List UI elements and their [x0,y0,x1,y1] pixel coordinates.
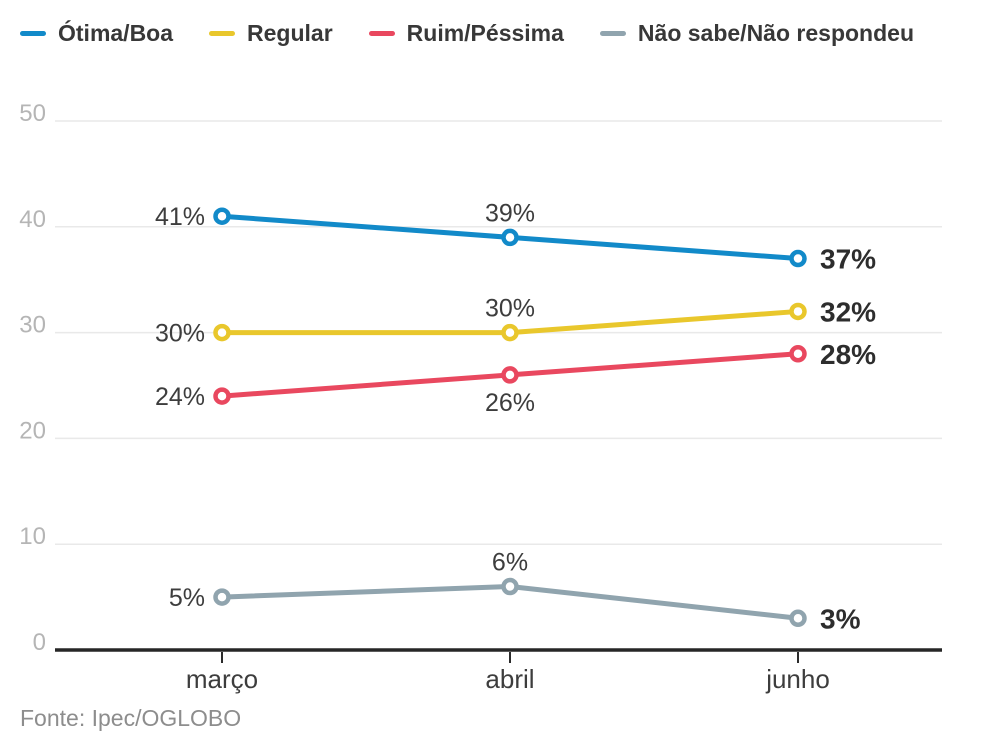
y-axis-tick-label-10: 10 [19,523,46,550]
x-axis-label-março: março [186,664,258,694]
data-label-s2-2: 28% [820,339,876,370]
x-axis-label-junho: junho [765,664,830,694]
legend-label-otima-boa: Ótima/Boa [58,20,174,46]
y-axis-tick-label-20: 20 [19,417,46,444]
data-label-s3-1: 6% [492,549,528,577]
data-point-s1-1 [501,323,519,342]
x-axis-label-abril: abril [485,664,534,694]
data-point-s1-2 [789,302,807,321]
legend-swatch-regular-icon [209,31,236,36]
y-axis-tick-label-0: 0 [33,629,46,656]
legend-swatch-ruim-pessima-icon [368,31,395,36]
data-point-s2-1 [501,366,519,384]
y-axis-tick-label-40: 40 [19,206,46,233]
legend: Ótima/Boa Regular Ruim/Péssima Não sabe/… [20,20,914,47]
data-label-s1-0: 30% [155,320,205,348]
data-point-s2-0 [213,387,231,405]
data-point-s2-2 [789,345,807,363]
data-point-s1-0 [213,323,231,342]
data-label-s3-2: 3% [820,603,861,634]
legend-item-nao-sabe: Não sabe/Não respondeu [599,20,914,47]
data-label-s2-0: 24% [155,383,205,411]
legend-swatch-otima-boa-icon [20,31,46,36]
data-point-s3-1 [501,577,519,596]
y-axis-tick-label-30: 30 [19,312,46,339]
legend-label-nao-sabe: Não sabe/Não respondeu [637,20,914,46]
source-text: Fonte: Ipec/OGLOBO [20,705,242,731]
data-point-s3-0 [213,588,231,606]
legend-swatch-nao-sabe-icon [599,31,626,36]
data-label-s0-2: 37% [820,244,876,275]
data-point-s0-2 [789,249,807,268]
legend-label-regular: Regular [247,20,333,46]
legend-item-ruim-pessima: Ruim/Péssima [368,20,564,47]
data-label-s2-1: 26% [485,389,535,417]
data-point-s0-1 [501,228,519,247]
legend-item-otima-boa: Ótima/Boa [20,20,173,47]
data-label-s3-0: 5% [169,584,205,612]
data-label-s0-1: 39% [485,199,535,227]
data-point-s3-2 [789,609,807,628]
y-axis-tick-label-50: 50 [19,100,46,127]
data-point-s0-0 [213,207,231,225]
data-label-s1-2: 32% [820,296,876,327]
data-label-s0-0: 41% [155,203,205,231]
legend-label-ruim-pessima: Ruim/Péssima [406,20,564,46]
data-label-s1-1: 30% [485,295,535,323]
legend-item-regular: Regular [209,20,333,47]
